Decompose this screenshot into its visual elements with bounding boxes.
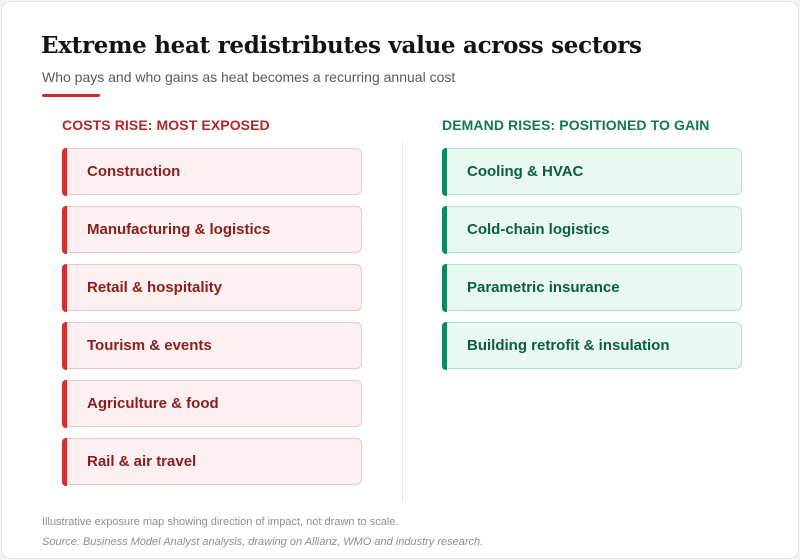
cost-sector-tile: Manufacturing & logistics [61,205,362,254]
cost-sector-tile: Construction [61,147,362,196]
title-accent-rule [42,94,100,97]
gain-sector-tile: Cooling & HVAC [441,147,742,196]
page-title: Extreme heat redistributes value across … [41,32,642,59]
cost-sector-tile: Agriculture & food [61,379,362,428]
cost-sector-tile: Tourism & events [61,321,362,370]
gain-sector-tile: Building retrofit & insulation [441,321,742,370]
gain-sector-tile: Parametric insurance [441,263,742,312]
column-divider [402,142,403,502]
source-citation: Source: Business Model Analyst analysis,… [42,536,484,548]
page-subtitle: Who pays and who gains as heat becomes a… [42,69,456,85]
costs-column-heading: COSTS RISE: MOST EXPOSED [62,117,270,133]
gain-sector-tile: Cold-chain logistics [441,205,742,254]
cost-sector-tile: Retail & hospitality [61,263,362,312]
cost-sector-tile: Rail & air travel [61,437,362,486]
gains-column-heading: DEMAND RISES: POSITIONED TO GAIN [442,117,710,133]
footnote: Illustrative exposure map showing direct… [42,516,399,528]
